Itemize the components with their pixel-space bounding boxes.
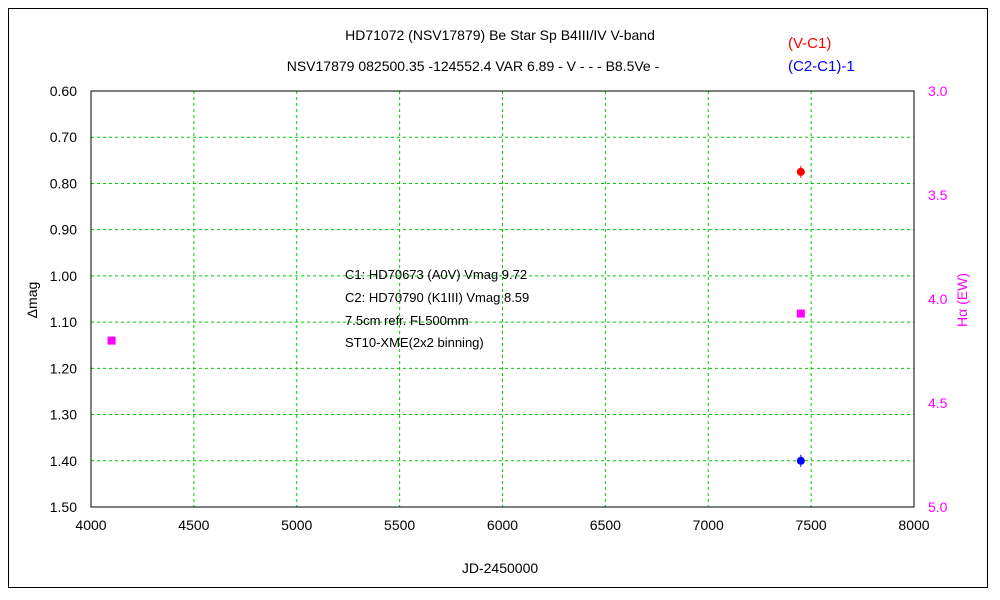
plot-area: [90, 90, 915, 508]
chart-title: HD71072 (NSV17879) Be Star Sp B4III/IV V…: [345, 27, 655, 43]
annotation-line-3: 7.5cm refr. FL500mm: [345, 313, 469, 328]
y2-axis-label: Hα (EW): [954, 273, 970, 327]
annotation-line-1: C1: HD70673 (A0V) Vmag 9.72: [345, 267, 527, 282]
x-axis-label: JD-2450000: [462, 560, 538, 576]
annotation-line-2: C2: HD70790 (K1III) Vmag 8.59: [345, 290, 529, 305]
y2-tick-label: 4.0: [928, 291, 948, 307]
y-tick-label: 1.30: [50, 407, 77, 423]
legend-v-c1: (V-C1): [788, 35, 831, 52]
y-tick-label: 1.50: [50, 499, 77, 515]
x-tick-label: 4500: [178, 517, 209, 533]
x-tick-label: 7000: [693, 517, 724, 533]
x-tick-label: 4000: [75, 517, 106, 533]
chart-subtitle: NSV17879 082500.35 -124552.4 VAR 6.89 - …: [287, 58, 660, 74]
x-tick-label: 5000: [281, 517, 312, 533]
y-tick-label: 1.00: [50, 268, 77, 284]
x-tick-label: 6500: [590, 517, 621, 533]
x-tick-label: 5500: [384, 517, 415, 533]
y-axis-label: Δmag: [24, 282, 40, 319]
chart-frame: [8, 8, 988, 588]
y-tick-label: 1.20: [50, 360, 77, 376]
y-tick-label: 0.80: [50, 175, 77, 191]
y-tick-label: 1.10: [50, 314, 77, 330]
x-axis-ticks: 4000 4500 5000 5500 6000 6500 7000 7500 8000: [75, 517, 929, 533]
x-tick-label: 6000: [487, 517, 518, 533]
y-tick-label: 0.70: [50, 129, 77, 145]
annotation-line-4: ST10-XME(2x2 binning): [345, 335, 484, 350]
y2-tick-label: 3.5: [928, 187, 948, 203]
halpha-point: [107, 336, 116, 345]
y-tick-label: 0.90: [50, 222, 77, 238]
y-axis-ticks: 0.60 0.70 0.80 0.90 1.00 1.10 1.20 1.30 1.40 1.50: [50, 83, 77, 515]
y2-tick-label: 5.0: [928, 499, 948, 515]
y2-axis-ticks: 3.0 3.5 4.0 4.5 5.0: [928, 83, 948, 515]
y-tick-label: 0.60: [50, 83, 77, 99]
halpha-point: [796, 309, 805, 318]
y2-tick-label: 3.0: [928, 83, 948, 99]
data-marks: [107, 165, 805, 467]
y2-tick-label: 4.5: [928, 395, 948, 411]
x-tick-label: 7500: [796, 517, 827, 533]
legend-c2-c1: (C2-C1)-1: [788, 58, 855, 75]
grid-layer: [91, 91, 914, 507]
y-tick-label: 1.40: [50, 453, 77, 469]
x-tick-label: 8000: [898, 517, 929, 533]
